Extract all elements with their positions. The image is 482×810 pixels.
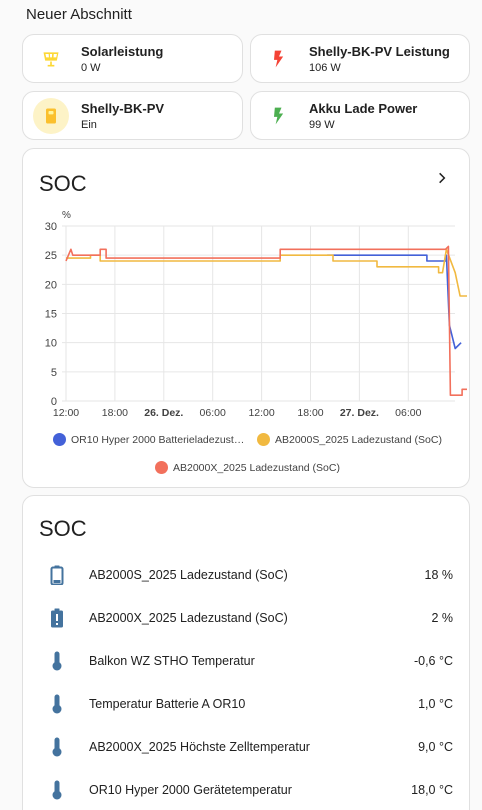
series-line-3 bbox=[65, 245, 467, 396]
entities-card: SOC AB2000S_2025 Ladezustand (SoC) 18 % … bbox=[22, 495, 470, 810]
x-tick-label: 06:00 bbox=[395, 407, 421, 419]
x-tick-label: 18:00 bbox=[102, 407, 128, 419]
tile-state: 106 W bbox=[309, 61, 341, 74]
entity-value: -0,6 °C bbox=[413, 654, 453, 668]
tile-state: 99 W bbox=[309, 118, 335, 131]
entity-name: OR10 Hyper 2000 Gerätetemperatur bbox=[89, 783, 292, 797]
tile-name: Solarleistung bbox=[81, 43, 164, 59]
tile-shelly-bk-pv[interactable]: Shelly-BK-PV Ein bbox=[22, 91, 243, 140]
card-title: SOC bbox=[39, 516, 87, 541]
tile-name: Shelly-BK-PV Leistung bbox=[309, 43, 450, 59]
entity-value: 18,0 °C bbox=[411, 783, 453, 797]
x-tick-label: 27. Dez. bbox=[340, 407, 379, 419]
x-tick-label: 12:00 bbox=[248, 407, 274, 419]
y-tick-label: 0 bbox=[51, 396, 57, 408]
soc-line-chart[interactable]: % 0 5 10 15 20 25 30 12:00 18:00 26. Dez. 06:00 12:0… bbox=[23, 199, 471, 489]
series-line-2 bbox=[66, 248, 467, 297]
y-tick-label: 30 bbox=[45, 221, 57, 233]
battery-icon bbox=[49, 565, 65, 585]
power-plug-icon bbox=[33, 97, 69, 134]
flash-icon bbox=[261, 98, 297, 134]
legend-color-dot bbox=[53, 433, 66, 446]
y-axis-unit-label: % bbox=[62, 210, 71, 221]
chevron-right-icon[interactable] bbox=[435, 171, 449, 190]
tile-shelly-leistung[interactable]: Shelly-BK-PV Leistung 106 W bbox=[250, 34, 470, 83]
legend-item[interactable]: AB2000S_2025 Ladezustand (SoC) bbox=[257, 433, 442, 446]
entity-name: AB2000X_2025 Ladezustand (SoC) bbox=[89, 611, 288, 625]
entity-name: AB2000S_2025 Ladezustand (SoC) bbox=[89, 568, 288, 582]
entity-row-balkon-temp[interactable]: Balkon WZ STHO Temperatur -0,6 °C bbox=[23, 641, 469, 681]
legend-label: OR10 Hyper 2000 Batterieladezust… bbox=[71, 433, 245, 446]
y-tick-label: 5 bbox=[51, 367, 57, 379]
thermometer-icon bbox=[49, 694, 65, 714]
legend-color-dot bbox=[257, 433, 270, 446]
x-tick-label: 18:00 bbox=[297, 407, 323, 419]
y-tick-label: 10 bbox=[45, 338, 57, 350]
x-tick-label: 06:00 bbox=[200, 407, 226, 419]
legend-item[interactable]: AB2000X_2025 Ladezustand (SoC) bbox=[155, 461, 340, 474]
thermometer-icon bbox=[49, 780, 65, 800]
legend-label: AB2000S_2025 Ladezustand (SoC) bbox=[275, 433, 442, 446]
y-tick-label: 20 bbox=[45, 279, 57, 291]
history-graph-card: SOC % 0 5 10 15 20 25 30 12:00 18:00 26. Dez. 06:00… bbox=[22, 148, 470, 488]
entity-name: Temperatur Batterie A OR10 bbox=[89, 697, 246, 711]
battery-alert-icon bbox=[49, 608, 65, 628]
tile-state: 0 W bbox=[81, 61, 101, 74]
entity-row-geraetetemp[interactable]: OR10 Hyper 2000 Gerätetemperatur 18,0 °C bbox=[23, 770, 469, 810]
entity-name: AB2000X_2025 Höchste Zelltemperatur bbox=[89, 740, 310, 754]
tile-solarleistung[interactable]: Solarleistung 0 W bbox=[22, 34, 243, 83]
y-tick-label: 25 bbox=[45, 250, 57, 262]
entity-value: 18 % bbox=[424, 568, 454, 582]
section-title: Neuer Abschnitt bbox=[26, 6, 132, 23]
entity-value: 9,0 °C bbox=[418, 740, 453, 754]
y-tick-label: 15 bbox=[45, 309, 57, 321]
legend-item[interactable]: OR10 Hyper 2000 Batterieladezust… bbox=[53, 433, 244, 446]
legend-label: AB2000X_2025 Ladezustand (SoC) bbox=[173, 461, 340, 474]
entity-name: Balkon WZ STHO Temperatur bbox=[89, 654, 255, 668]
entity-row-ab2000x-soc[interactable]: AB2000X_2025 Ladezustand (SoC) 2 % bbox=[23, 598, 469, 638]
solar-panel-icon bbox=[33, 41, 69, 77]
tile-state: Ein bbox=[81, 118, 97, 131]
flash-icon bbox=[261, 41, 297, 77]
thermometer-icon bbox=[49, 737, 65, 757]
entity-value: 2 % bbox=[431, 611, 453, 625]
x-tick-label: 26. Dez. bbox=[144, 407, 183, 419]
tile-akku-lade-power[interactable]: Akku Lade Power 99 W bbox=[250, 91, 470, 140]
series-line-1 bbox=[327, 254, 462, 350]
entity-row-ab2000s-soc[interactable]: AB2000S_2025 Ladezustand (SoC) 18 % bbox=[23, 555, 469, 595]
thermometer-icon bbox=[49, 651, 65, 671]
x-tick-label: 12:00 bbox=[53, 407, 79, 419]
tile-name: Shelly-BK-PV bbox=[81, 100, 165, 116]
entity-row-batterie-a-temp[interactable]: Temperatur Batterie A OR10 1,0 °C bbox=[23, 684, 469, 724]
entity-value: 1,0 °C bbox=[418, 697, 453, 711]
tile-name: Akku Lade Power bbox=[309, 100, 418, 116]
legend-color-dot bbox=[155, 461, 168, 474]
entity-row-zelltemp[interactable]: AB2000X_2025 Höchste Zelltemperatur 9,0 … bbox=[23, 727, 469, 767]
card-title: SOC bbox=[39, 171, 87, 196]
